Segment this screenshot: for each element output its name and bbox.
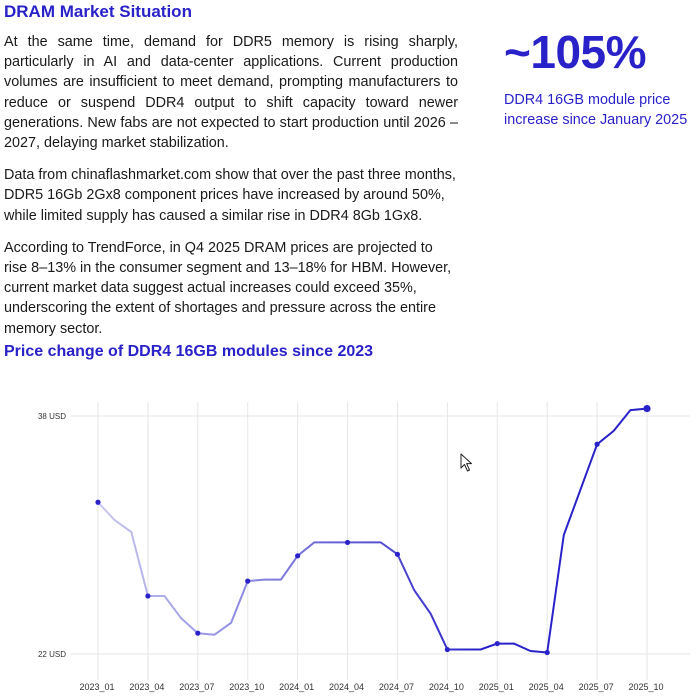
data-point bbox=[494, 640, 500, 647]
x-tick-label: 2023_07 bbox=[179, 682, 214, 692]
x-tick-label: 2025_01 bbox=[479, 682, 514, 692]
x-tick-label: 2025_07 bbox=[579, 682, 614, 692]
x-tick-label: 2023_01 bbox=[79, 682, 114, 692]
paragraph-component-prices: Data from chinaflashmarket.com show that… bbox=[4, 167, 456, 224]
data-point bbox=[544, 649, 550, 656]
chart-title: Price change of DDR4 16GB modules since … bbox=[4, 343, 374, 360]
x-tick-label: 2023_10 bbox=[229, 682, 264, 692]
data-point bbox=[295, 553, 301, 559]
x-tick-label: 2024_04 bbox=[329, 682, 364, 692]
article-body: At the same time, demand for DDR5 memory… bbox=[4, 32, 458, 351]
page-title: DRAM Market Situation bbox=[4, 2, 192, 21]
data-point bbox=[195, 630, 201, 636]
series-line bbox=[97, 407, 648, 654]
data-point bbox=[344, 539, 351, 546]
x-tick-label: 2024_10 bbox=[429, 682, 464, 692]
x-tick-label: 2025_04 bbox=[529, 682, 564, 692]
paragraph-supply: At the same time, demand for DDR5 memory… bbox=[4, 34, 458, 152]
paragraph-trendforce: According to TrendForce, in Q4 2025 DRAM… bbox=[4, 239, 452, 337]
data-point bbox=[245, 578, 251, 584]
price-line-chart: 2023_01 2023_04 2023_07 2023_10 2024_01 2024_… bbox=[38, 402, 690, 692]
data-point bbox=[95, 499, 101, 505]
data-point bbox=[594, 441, 600, 447]
y-tick-label: 22 USD bbox=[38, 650, 66, 659]
x-tick-label: 2024_01 bbox=[279, 682, 314, 692]
data-point bbox=[643, 404, 651, 413]
mouse-cursor-icon bbox=[460, 453, 472, 472]
x-tick-label: 2025_10 bbox=[628, 682, 663, 692]
x-tick-label: 2024_07 bbox=[379, 682, 414, 692]
y-tick-label: 38 USD bbox=[38, 412, 66, 421]
data-point bbox=[145, 593, 151, 599]
price-increase-highlight: ~105% DDR4 16GB module price increase si… bbox=[504, 22, 700, 130]
highlight-caption: DDR4 16GB module price increase since Ja… bbox=[504, 92, 688, 128]
highlight-value: ~105% bbox=[504, 26, 647, 78]
data-point bbox=[394, 551, 401, 557]
x-tick-label: 2023_04 bbox=[129, 682, 164, 692]
data-point bbox=[444, 646, 450, 653]
